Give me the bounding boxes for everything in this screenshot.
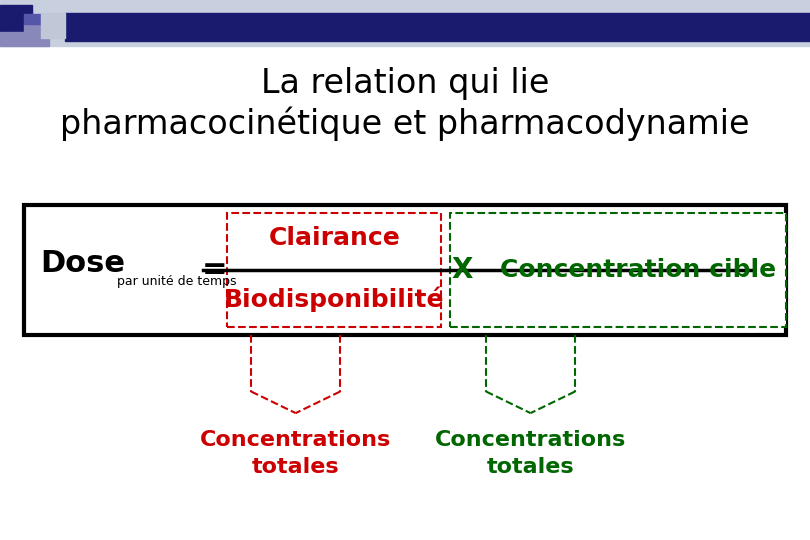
Text: par unité de temps: par unité de temps bbox=[117, 275, 237, 288]
Text: Biodisponibilité: Biodisponibilité bbox=[224, 287, 445, 313]
Text: Concentration cible: Concentration cible bbox=[500, 258, 776, 282]
Bar bbox=[0, 0, 810, 46]
Text: pharmacocinétique et pharmacodynamie: pharmacocinétique et pharmacodynamie bbox=[60, 107, 750, 141]
Text: totales: totales bbox=[487, 457, 574, 477]
Text: La relation qui lie: La relation qui lie bbox=[261, 67, 549, 100]
Bar bbox=[0, 5, 32, 35]
Text: =: = bbox=[202, 255, 228, 285]
Bar bbox=[65, 14, 810, 40]
FancyBboxPatch shape bbox=[227, 213, 441, 327]
FancyBboxPatch shape bbox=[24, 205, 786, 335]
Bar bbox=[0, 32, 24, 46]
FancyBboxPatch shape bbox=[450, 213, 786, 327]
Text: X: X bbox=[451, 256, 472, 284]
Text: Concentrations: Concentrations bbox=[435, 430, 626, 450]
Text: totales: totales bbox=[252, 457, 339, 477]
Text: Clairance: Clairance bbox=[268, 226, 400, 249]
Bar bbox=[40, 14, 65, 38]
Bar bbox=[24, 24, 49, 46]
Bar bbox=[24, 14, 40, 24]
Text: Dose: Dose bbox=[40, 249, 126, 278]
Text: Concentrations: Concentrations bbox=[200, 430, 391, 450]
